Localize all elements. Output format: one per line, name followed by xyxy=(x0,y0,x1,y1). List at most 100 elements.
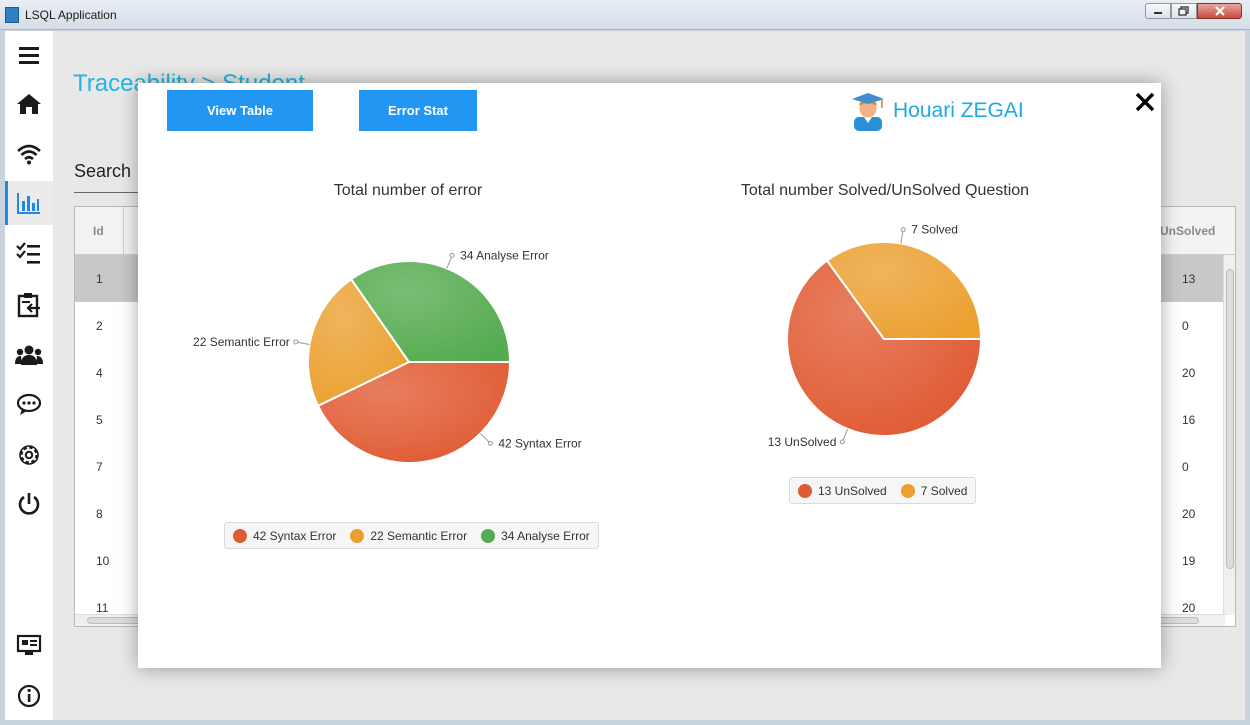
legend-item[interactable]: 42 Syntax Error xyxy=(233,528,337,543)
cell-unsolved: 13 xyxy=(1182,272,1196,286)
table-row[interactable]: 11 20 xyxy=(75,584,1225,626)
legend-item[interactable]: 13 UnSolved xyxy=(798,483,887,498)
label-leader-dot xyxy=(839,439,845,445)
user-info: Houari ZEGAI xyxy=(850,89,1024,133)
legend-label: 7 Solved xyxy=(920,483,968,498)
pie-slice-label: 42 Syntax Error xyxy=(498,436,581,450)
view-table-button[interactable]: View Table xyxy=(167,90,313,131)
table-row[interactable]: 10 19 xyxy=(75,537,1225,584)
cell-id: 1 xyxy=(96,272,103,286)
sidebar-item-statistics[interactable] xyxy=(5,181,53,225)
window-title: LSQL Application xyxy=(25,8,117,22)
sidebar-item-tasks[interactable] xyxy=(5,231,53,275)
legend-item[interactable]: 22 Semantic Error xyxy=(350,528,468,543)
search-label: Search xyxy=(74,161,132,181)
legend-dot xyxy=(900,483,915,498)
minimize-button[interactable] xyxy=(1145,3,1171,19)
label-leader-dot xyxy=(487,440,493,446)
cell-unsolved: 19 xyxy=(1182,554,1196,568)
cell-id: 11 xyxy=(96,601,109,615)
column-header-id[interactable]: Id xyxy=(93,224,104,238)
legend-label: 42 Syntax Error xyxy=(253,528,337,543)
sidebar-item-settings[interactable] xyxy=(5,433,53,477)
pie-charts: 42 Syntax Error 22 Semantic Error 34 Analy… xyxy=(193,223,983,464)
bar-chart-icon xyxy=(17,193,40,214)
table-row[interactable]: 8 20 xyxy=(75,490,1225,537)
sidebar-item-logout[interactable] xyxy=(5,482,53,526)
minimize-icon xyxy=(1154,12,1162,14)
info-icon xyxy=(17,684,41,708)
student-avatar-icon xyxy=(852,93,884,131)
sidebar-item-home[interactable] xyxy=(5,82,53,126)
legend-dot xyxy=(798,483,812,498)
chat-icon xyxy=(16,393,42,415)
label-leader-dot xyxy=(900,227,906,233)
cell-unsolved: 20 xyxy=(1182,507,1196,521)
legend-label: 22 Semantic Error xyxy=(370,528,468,543)
gear-icon xyxy=(19,445,39,465)
pie-slice[interactable] xyxy=(316,361,512,464)
pie-slice[interactable] xyxy=(307,277,411,408)
scrollbar-thumb[interactable] xyxy=(1226,269,1234,569)
menu-button[interactable] xyxy=(5,33,53,77)
close-window-button[interactable] xyxy=(1197,3,1242,19)
home-icon xyxy=(17,94,41,114)
sidebar-item-about[interactable] xyxy=(5,674,53,718)
cell-unsolved: 0 xyxy=(1182,460,1189,474)
label-leader-dot xyxy=(293,339,299,345)
legend-label: 34 Analyse Error xyxy=(501,528,590,543)
cell-unsolved: 0 xyxy=(1182,319,1189,333)
column-header-unsolved[interactable]: UnSolved xyxy=(1160,224,1216,238)
pie-slice-label: 13 UnSolved xyxy=(768,435,837,449)
legend-dot xyxy=(233,528,247,543)
label-leader-dot xyxy=(449,252,455,258)
chart-title-solved: Total number Solved/UnSolved Question xyxy=(740,182,1030,199)
pie-slice[interactable] xyxy=(786,259,983,437)
cell-id: 5 xyxy=(96,413,103,427)
pie-slice[interactable] xyxy=(825,241,983,340)
vertical-scrollbar[interactable] xyxy=(1223,255,1235,615)
cell-unsolved: 20 xyxy=(1182,366,1196,380)
table-row[interactable]: 7 0 xyxy=(75,443,1225,490)
table-row[interactable]: 2 0 xyxy=(75,302,1225,349)
menu-icon xyxy=(19,47,39,64)
sidebar xyxy=(5,31,53,720)
table-row[interactable]: 5 16 xyxy=(75,396,1225,443)
user-name: Houari ZEGAI xyxy=(893,99,1024,122)
stats-dialog: View Table Error Stat Houari ZEGAI Total… xyxy=(138,83,1161,668)
power-icon xyxy=(18,493,40,515)
table-row[interactable]: 4 20 xyxy=(75,349,1225,396)
sidebar-item-messages[interactable] xyxy=(5,383,53,427)
restore-icon xyxy=(1178,6,1189,16)
error-stat-button[interactable]: Error Stat xyxy=(359,90,477,131)
clipboard-icon xyxy=(17,293,40,318)
cell-id: 7 xyxy=(96,460,103,474)
legend-dot xyxy=(481,528,496,543)
legend-errors: 42 Syntax Error 22 Semantic Error 34 Ana… xyxy=(224,522,599,549)
legend-item[interactable]: 34 Analyse Error xyxy=(481,528,590,543)
search-underline xyxy=(74,192,138,193)
close-dialog-icon[interactable] xyxy=(1131,88,1159,116)
cell-unsolved: 16 xyxy=(1182,413,1196,427)
title-bar: LSQL Application xyxy=(0,0,1250,30)
pie-slice-label: 22 Semantic Error xyxy=(193,335,290,349)
sidebar-item-users[interactable] xyxy=(5,333,53,377)
legend-dot xyxy=(350,528,365,543)
sidebar-item-network[interactable] xyxy=(5,132,53,176)
cell-id: 10 xyxy=(96,554,110,568)
legend-label: 13 UnSolved xyxy=(818,483,887,498)
legend-solved: 13 UnSolved 7 Solved xyxy=(789,477,977,504)
chart-title-errors: Total number of error xyxy=(333,182,483,199)
cell-id: 2 xyxy=(96,319,103,333)
sidebar-item-dashboard[interactable] xyxy=(5,623,53,667)
cell-id: 8 xyxy=(96,507,103,521)
app-icon xyxy=(5,7,19,23)
maximize-button[interactable] xyxy=(1171,3,1197,19)
cell-unsolved: 20 xyxy=(1182,601,1196,615)
users-icon xyxy=(15,345,43,365)
column-divider xyxy=(123,207,124,255)
close-icon xyxy=(1214,6,1225,16)
sidebar-item-clipboard[interactable] xyxy=(5,283,53,327)
legend-item[interactable]: 7 Solved xyxy=(900,483,968,498)
pie-slice[interactable] xyxy=(349,260,512,363)
